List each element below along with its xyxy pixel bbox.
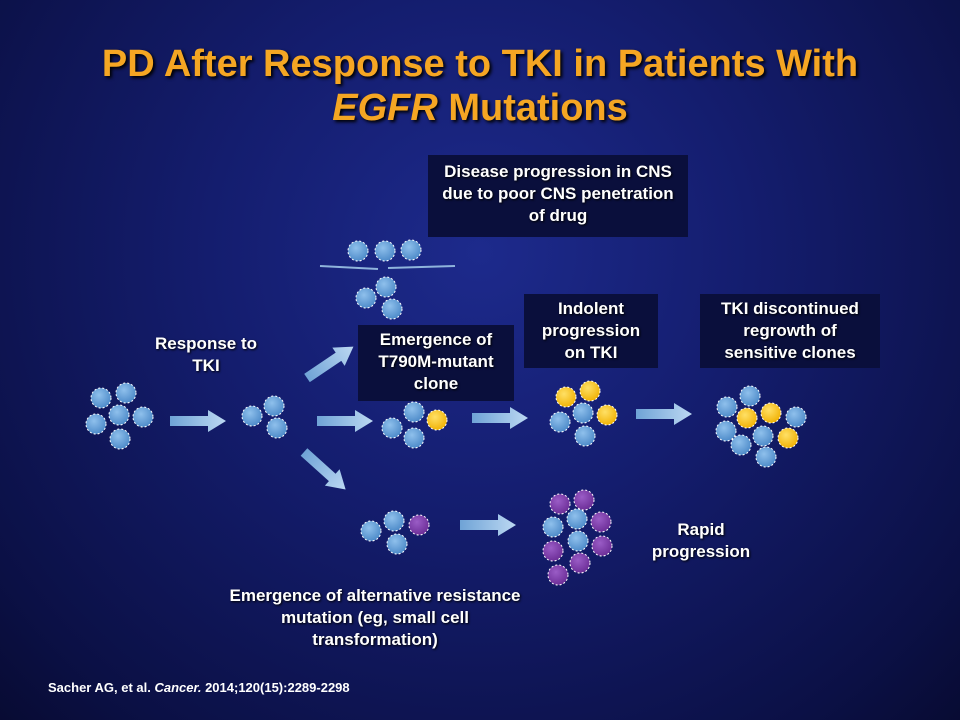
arrow-to-rapid [460,514,516,536]
slide-title-line2-rest: Mutations [438,87,628,129]
cell-resistant [591,512,611,532]
cell [91,388,111,408]
cell [109,405,129,425]
arrow-to-alternative [297,444,353,498]
cell [731,435,751,455]
citation-journal: Cancer. [154,680,201,695]
cell [753,426,773,446]
cell [717,397,737,417]
cell-resistant [409,515,429,535]
cell [348,241,368,261]
cell [375,241,395,261]
cell [716,421,736,441]
cns-barrier [320,266,455,269]
citation-authors: Sacher AG, et al. [48,680,151,695]
cell [133,407,153,427]
cell [267,418,287,438]
cell [404,402,424,422]
cell [264,396,284,416]
cell-resistant [550,494,570,514]
cell-resistant [543,541,563,561]
label-alternative-mutation: Emergence of alternative resistance muta… [224,585,526,651]
label-response: Response to TKI [150,333,262,377]
cell [356,288,376,308]
cell-mutant [427,410,447,430]
slide-title: PD After Response to TKI in Patients Wit… [0,42,960,130]
cell-cluster-regrowth [716,386,806,467]
label-indolent-progression: Indolent progression on TKI [524,294,658,368]
cell [116,383,136,403]
cell [568,531,588,551]
arrow-response [170,410,226,432]
cell [376,277,396,297]
cell-mutant [737,408,757,428]
cell-resistant [574,490,594,510]
arrow-to-t790m [317,410,373,432]
cell [110,429,130,449]
cell [382,299,402,319]
cell [382,418,402,438]
cell-cluster-alternative [361,511,429,554]
cell [86,414,106,434]
cell-cluster-indolent [550,381,617,446]
cell [567,509,587,529]
cell [756,447,776,467]
cell [387,534,407,554]
cell [401,240,421,260]
cell-resistant [570,553,590,573]
cell-cluster-t790m [382,402,447,448]
cell [242,406,262,426]
arrow-to-indolent [472,407,528,429]
cell-mutant [597,405,617,425]
label-tki-discontinued: TKI discontinued regrowth of sensitive c… [700,294,880,368]
cell-cluster-response [242,396,287,438]
slide-title-line1: PD After Response to TKI in Patients Wit… [0,42,960,86]
cell [384,511,404,531]
cell-resistant [548,565,568,585]
cell [543,517,563,537]
label-rapid-progression: Rapid progression [637,519,765,563]
cell-mutant [778,428,798,448]
cell [550,412,570,432]
cell [575,426,595,446]
arrow-to-regrowth [636,403,692,425]
citation: Sacher AG, et al. Cancer. 2014;120(15):2… [48,680,350,695]
cell [573,403,593,423]
arrow-to-cns [301,338,360,388]
cell [740,386,760,406]
cell [404,428,424,448]
label-t790m: Emergence of T790M-mutant clone [358,325,514,401]
cell-mutant [761,403,781,423]
cell [786,407,806,427]
cell-mutant [580,381,600,401]
cell [361,521,381,541]
slide-title-gene: EGFR [332,87,438,129]
citation-details: 2014;120(15):2289-2298 [205,680,350,695]
slide-title-line2: EGFR Mutations [0,86,960,130]
label-cns-progression: Disease progression in CNS due to poor C… [428,155,688,237]
cell-cluster-cns [348,240,421,319]
cell-cluster-rapid [543,490,612,585]
cell-cluster-initial [86,383,153,449]
cell-mutant [556,387,576,407]
cell-resistant [592,536,612,556]
